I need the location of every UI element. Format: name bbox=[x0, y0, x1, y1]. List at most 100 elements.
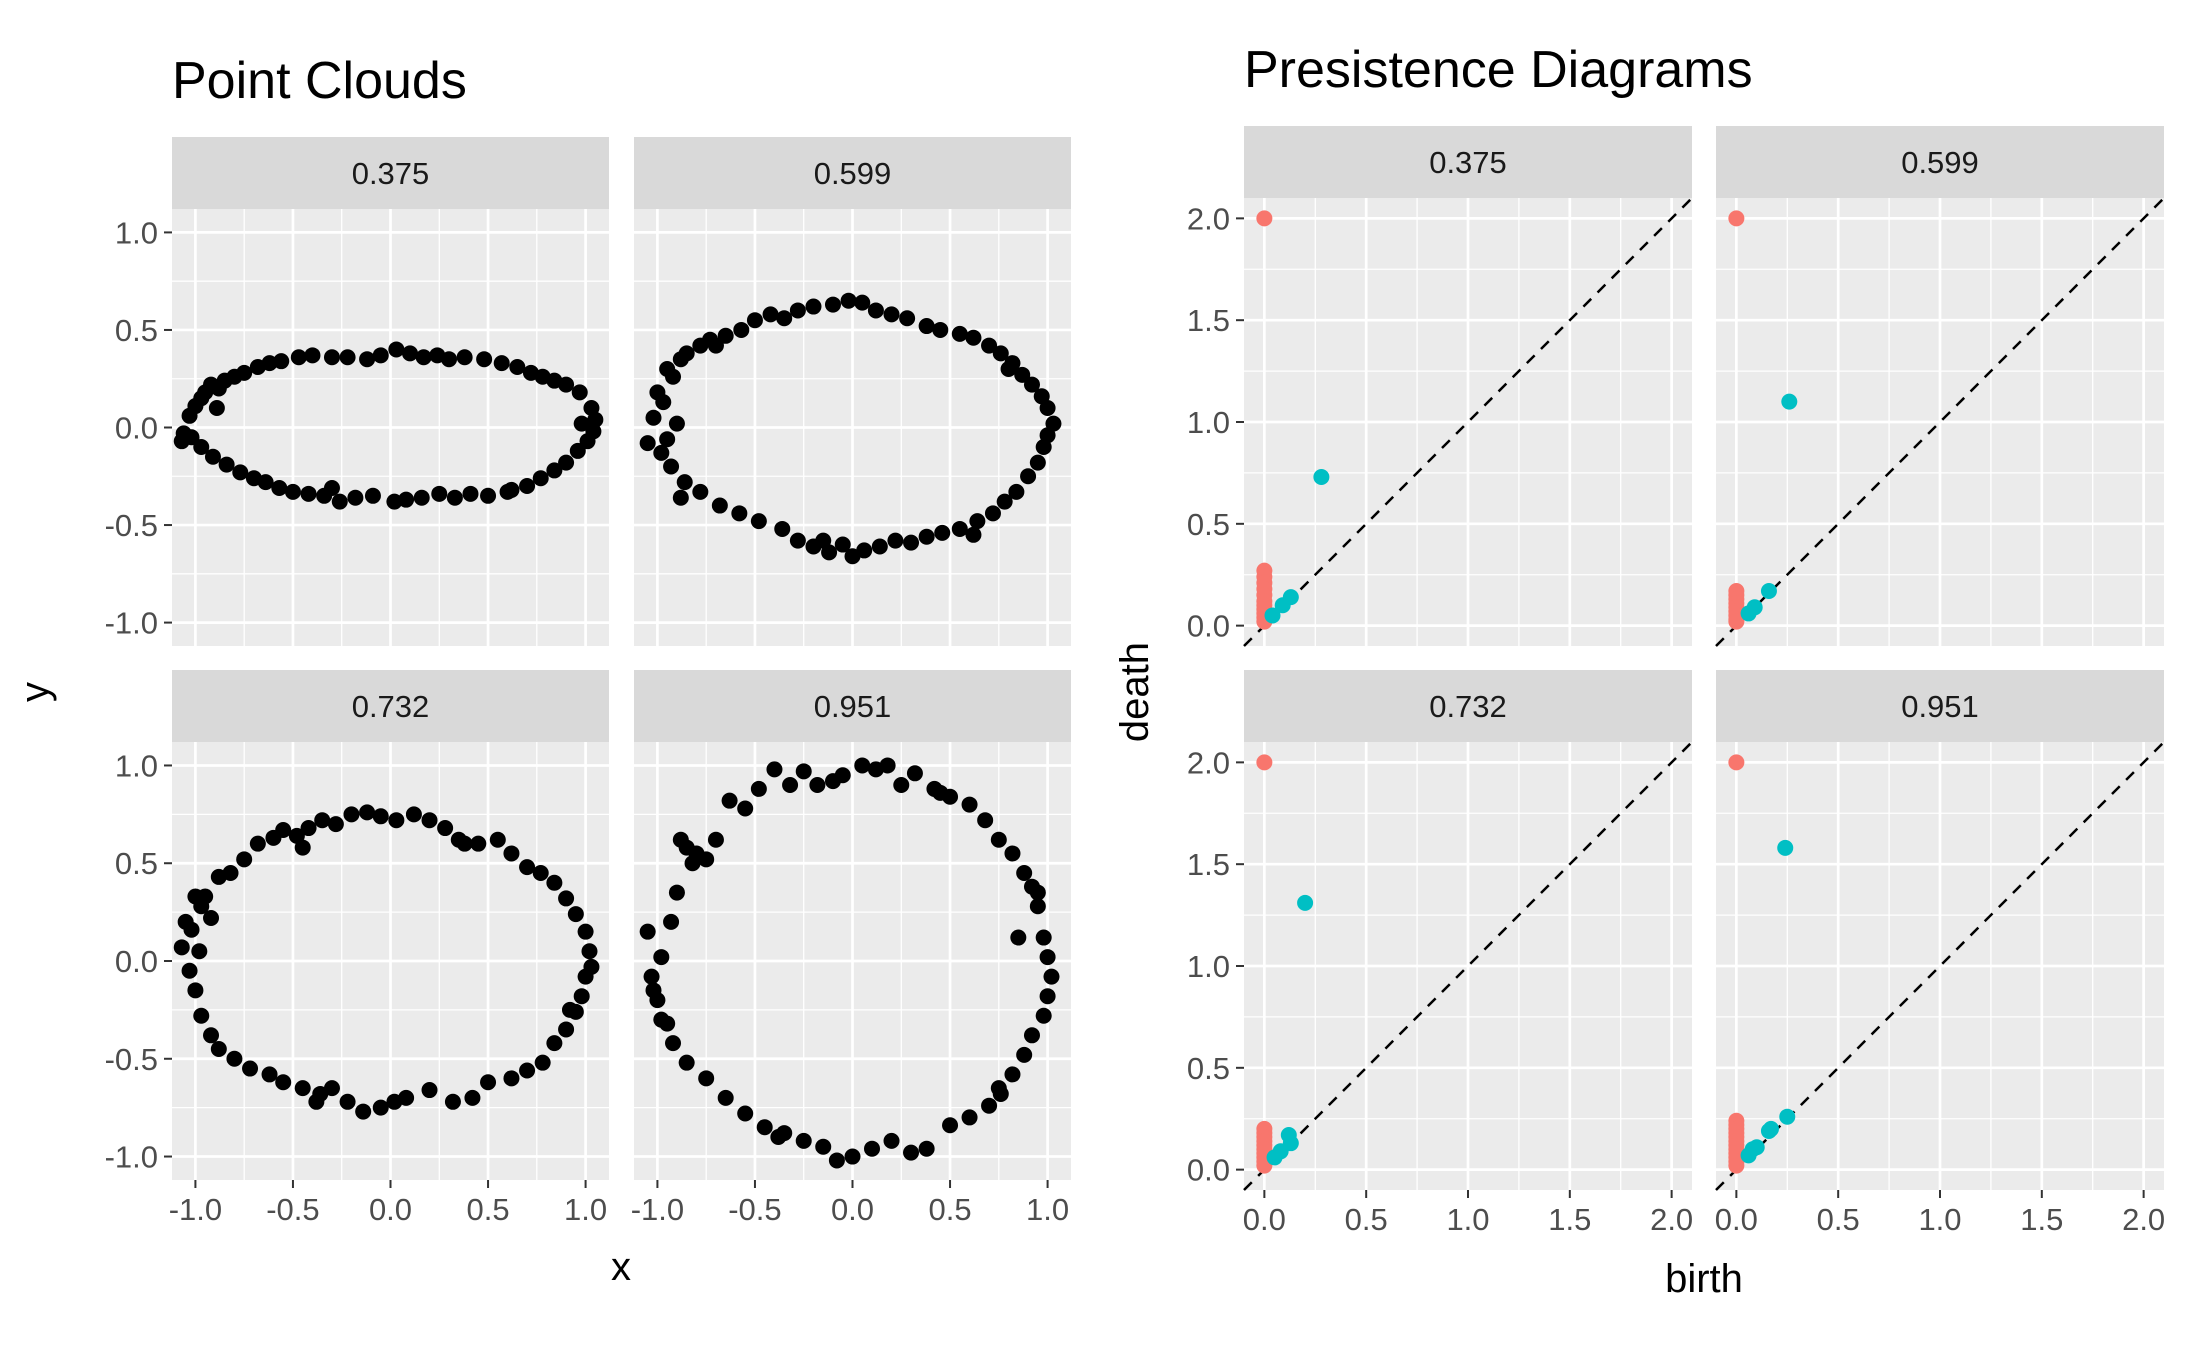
data-point bbox=[476, 351, 493, 368]
data-point bbox=[546, 462, 563, 479]
data-point bbox=[355, 1103, 372, 1120]
data-point bbox=[413, 489, 430, 506]
data-point bbox=[386, 493, 403, 510]
data-point bbox=[737, 1105, 754, 1122]
data-point bbox=[653, 444, 670, 461]
data-point bbox=[645, 409, 662, 426]
y-tick-label: 0.0 bbox=[115, 411, 158, 446]
data-point bbox=[659, 431, 676, 448]
data-point bbox=[805, 298, 822, 315]
data-point bbox=[1043, 968, 1060, 985]
data-point bbox=[879, 757, 896, 774]
persistence-diagrams-chart: Presistence Diagramsbirthdeath0.3750.00.… bbox=[1113, 41, 2165, 1301]
data-point bbox=[1004, 845, 1021, 862]
data-point bbox=[245, 470, 262, 487]
data-point bbox=[242, 1060, 259, 1077]
y-tick-label: 2.0 bbox=[1187, 745, 1230, 780]
facet-strip-label: 0.375 bbox=[352, 156, 430, 191]
data-point bbox=[446, 489, 463, 506]
diagonal-line bbox=[1243, 197, 1693, 647]
y-tick-label: 0.5 bbox=[1187, 507, 1230, 542]
data-point bbox=[996, 493, 1013, 510]
data-point bbox=[750, 513, 767, 530]
data-point bbox=[707, 831, 724, 848]
data-point bbox=[665, 368, 682, 385]
facet-strip bbox=[172, 670, 609, 742]
facet-strip bbox=[172, 137, 609, 209]
y-tick-label: 1.0 bbox=[1187, 405, 1230, 440]
y-tick-label: 0.0 bbox=[1187, 1153, 1230, 1188]
data-point bbox=[655, 394, 672, 411]
facet-panel: 0.375 -1.0 -0.5 0.0 0.5 1.0 bbox=[105, 137, 609, 646]
data-point bbox=[444, 1093, 461, 1110]
x-tick-label: 1.0 bbox=[564, 1192, 607, 1227]
data-point bbox=[717, 327, 734, 344]
data-point bbox=[698, 851, 715, 868]
data-point bbox=[887, 532, 904, 549]
data-point bbox=[643, 968, 660, 985]
data-point bbox=[737, 800, 754, 817]
data-point bbox=[766, 761, 783, 778]
data-point bbox=[203, 909, 220, 926]
data-point bbox=[561, 1001, 578, 1018]
y-tick-label: 0.0 bbox=[115, 944, 158, 979]
data-point bbox=[844, 1148, 861, 1165]
data-point bbox=[776, 310, 793, 327]
facet-strip-label: 0.951 bbox=[1901, 689, 1979, 724]
data-point bbox=[197, 888, 214, 905]
data-point bbox=[323, 479, 340, 496]
data-point bbox=[581, 943, 598, 960]
data-point bbox=[844, 548, 861, 565]
x-tick-label: 1.0 bbox=[1446, 1202, 1489, 1237]
data-point bbox=[558, 1021, 575, 1038]
data-point bbox=[756, 1119, 773, 1136]
data-point bbox=[441, 351, 458, 368]
y-tick-label: 1.0 bbox=[115, 748, 158, 783]
data-point bbox=[571, 384, 588, 401]
dim0-point bbox=[1256, 210, 1273, 227]
x-tick-label: 0.0 bbox=[1243, 1202, 1286, 1237]
data-point bbox=[284, 483, 301, 500]
x-tick-label: 2.0 bbox=[2122, 1202, 2165, 1237]
data-point bbox=[871, 538, 888, 555]
data-point bbox=[558, 890, 575, 907]
dim0-point bbox=[1256, 754, 1273, 771]
facet-panel: 0.599 bbox=[1715, 126, 2165, 647]
data-point bbox=[456, 349, 473, 366]
dim1-point bbox=[1760, 583, 1777, 600]
data-point bbox=[1035, 929, 1052, 946]
data-point bbox=[339, 1093, 356, 1110]
y-axis-title: death bbox=[1113, 642, 1157, 742]
data-point bbox=[183, 429, 200, 446]
data-point bbox=[232, 464, 249, 481]
facet-panel: 0.599 bbox=[634, 137, 1071, 646]
facet-strip bbox=[1244, 670, 1692, 742]
data-point bbox=[470, 835, 487, 852]
data-point bbox=[906, 765, 923, 782]
data-point bbox=[762, 306, 779, 323]
y-axis-title: y bbox=[13, 682, 57, 702]
data-point bbox=[678, 1054, 695, 1071]
data-point bbox=[746, 312, 763, 329]
data-point bbox=[918, 1140, 935, 1157]
facet-strip bbox=[634, 670, 1071, 742]
dim0-point bbox=[1728, 1157, 1745, 1174]
data-point bbox=[191, 943, 208, 960]
data-point bbox=[421, 812, 438, 829]
point-clouds-chart: Point Clouds x y 0.375 -1.0 -0.5 0.0 0.5 1.0 0.59… bbox=[13, 52, 1071, 1289]
data-point bbox=[236, 851, 253, 868]
data-point bbox=[721, 792, 738, 809]
data-point bbox=[402, 345, 419, 362]
data-point bbox=[653, 1011, 670, 1028]
data-point bbox=[493, 355, 510, 372]
data-point bbox=[717, 1089, 734, 1106]
x-tick-label: 1.0 bbox=[1918, 1202, 1961, 1237]
data-point bbox=[579, 433, 596, 450]
data-point bbox=[1035, 1007, 1052, 1024]
data-point bbox=[867, 302, 884, 319]
y-tick-label: -1.0 bbox=[105, 1140, 158, 1175]
data-point bbox=[271, 479, 288, 496]
data-point bbox=[934, 524, 951, 541]
facet-strip bbox=[1244, 126, 1692, 198]
